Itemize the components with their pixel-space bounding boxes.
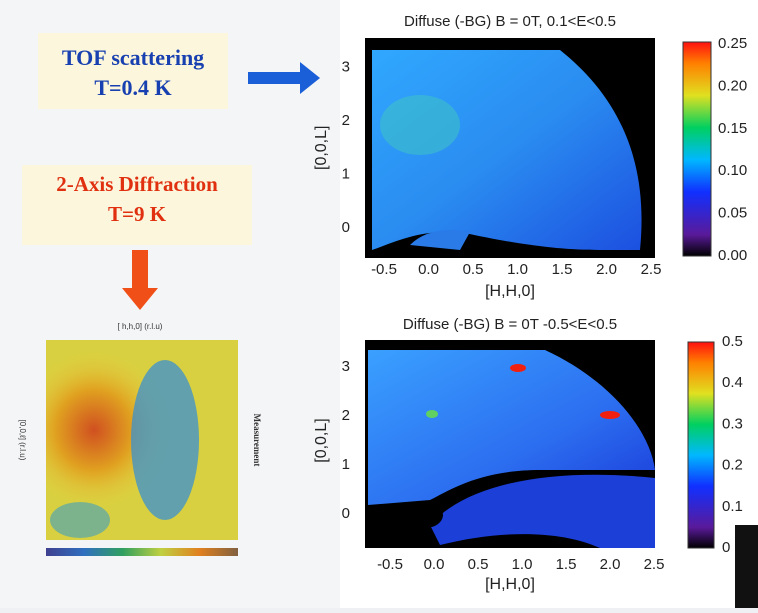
- colorbar-tick-label: 0.5: [722, 333, 743, 350]
- map-2: [368, 350, 655, 505]
- x-tick-label: 1.0: [507, 261, 528, 278]
- colorbar-tick-label: 0.2: [722, 457, 743, 474]
- tof-temp: T=0.4 K: [94, 75, 171, 100]
- x-tick-label: -0.5: [377, 556, 403, 573]
- y-tick-label: 0: [342, 219, 350, 236]
- colorbar: [682, 41, 712, 257]
- x-tick-label: 0.0: [418, 261, 439, 278]
- x-axis-label: [H,H,0]: [485, 576, 535, 593]
- x-tick-label: 2.5: [641, 261, 662, 278]
- colorbar-tick-label: 0.05: [718, 205, 747, 222]
- y-axis-label: [0,0,L]: [313, 126, 330, 170]
- small-xlabel: [ h,h,0] (r.l.u): [118, 322, 163, 331]
- map-2-hole: [407, 502, 443, 528]
- x-tick-label: 0.0: [424, 556, 445, 573]
- colorbar-tick-label: 0.20: [718, 77, 747, 94]
- tof-box: [38, 33, 228, 109]
- arrow-down: [122, 250, 158, 310]
- map-1-lobe: [410, 230, 470, 250]
- small-side-label: Measurement: [252, 414, 262, 467]
- x-tick-label: 0.5: [468, 556, 489, 573]
- colorbar-tick-label: 0.3: [722, 415, 743, 432]
- small-cold2: [50, 502, 110, 538]
- x-tick-label: 1.0: [512, 556, 533, 573]
- colorbar-tick-label: 0.15: [718, 120, 747, 137]
- small-colorbar: [46, 548, 238, 556]
- x-axis-label: [H,H,0]: [485, 283, 535, 300]
- diffraction-temp: T=9 K: [108, 202, 167, 226]
- map-2-peak: [510, 364, 526, 372]
- x-tick-label: 1.5: [556, 556, 577, 573]
- map-2-peak: [600, 411, 620, 419]
- small-ylabel: [0,0,ℓ] (r.l.u): [18, 420, 27, 461]
- x-tick-label: 2.0: [596, 261, 617, 278]
- y-tick-label: 1: [342, 456, 350, 473]
- colorbar-tick-label: 0.4: [722, 374, 743, 391]
- diffraction-box: [22, 165, 252, 245]
- y-axis-label: [0,0,L]: [313, 418, 330, 462]
- y-tick-label: 0: [342, 505, 350, 522]
- colorbar-tick-label: 0.00: [718, 247, 747, 264]
- colorbar: [687, 341, 715, 549]
- diffraction-title: 2-Axis Diffraction: [56, 172, 218, 196]
- panel-title: Diffuse (-BG) B = 0T -0.5<E<0.5: [403, 316, 617, 333]
- tof-title: TOF scattering: [62, 45, 204, 70]
- colorbar-tick-label: 0: [722, 539, 730, 556]
- x-tick-label: 1.5: [552, 261, 573, 278]
- map-1-spot: [380, 95, 460, 155]
- x-tick-label: 0.5: [463, 261, 484, 278]
- y-tick-label: 1: [342, 165, 350, 182]
- panel-title: Diffuse (-BG) B = 0T, 0.1<E<0.5: [404, 13, 616, 30]
- y-tick-label: 3: [342, 58, 350, 75]
- x-tick-label: -0.5: [371, 261, 397, 278]
- x-tick-label: 2.5: [644, 556, 665, 573]
- colorbar-tick-label: 0.1: [722, 498, 743, 515]
- y-tick-label: 2: [342, 112, 350, 129]
- y-tick-label: 3: [342, 358, 350, 375]
- map-2-peak: [426, 410, 438, 418]
- colorbar-tick-label: 0.25: [718, 35, 747, 52]
- corner-overlay: [735, 525, 758, 608]
- y-tick-label: 2: [342, 407, 350, 424]
- colorbar-tick-label: 0.10: [718, 162, 747, 179]
- arrow-right: [248, 62, 320, 94]
- map-2-band: [430, 474, 655, 548]
- x-tick-label: 2.0: [600, 556, 621, 573]
- small-cold: [131, 360, 199, 520]
